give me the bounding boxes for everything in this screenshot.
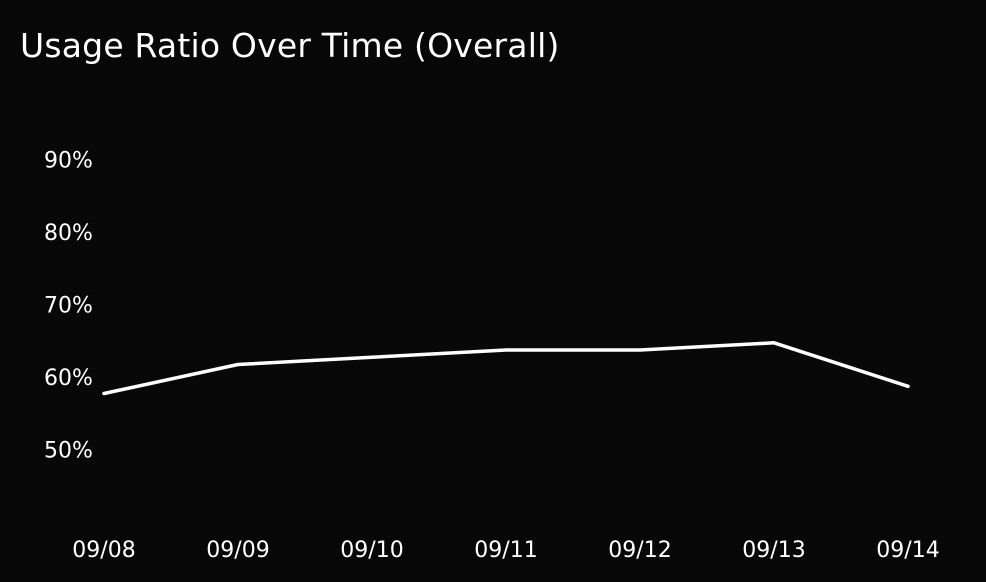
x-tick-label: 09/09 <box>206 538 269 563</box>
data-point <box>906 384 910 388</box>
series-layer <box>102 341 910 396</box>
data-point <box>370 355 374 359</box>
x-tick-label: 09/10 <box>340 538 403 563</box>
data-point <box>102 391 106 396</box>
data-point <box>638 348 642 352</box>
y-tick-label: 60% <box>44 366 93 391</box>
y-tick-label: 70% <box>44 294 93 319</box>
y-tick-label: 50% <box>44 439 93 464</box>
y-tick-label: 80% <box>44 221 93 246</box>
x-tick-label: 09/08 <box>72 538 135 563</box>
chart-title: Usage Ratio Over Time (Overall) <box>20 26 560 65</box>
x-axis: 09/08 09/09 09/10 09/11 09/12 09/13 09/14 <box>72 538 939 563</box>
y-tick-label: 90% <box>44 149 93 174</box>
x-tick-label: 09/13 <box>742 538 805 563</box>
data-point <box>772 341 776 345</box>
data-point <box>236 362 240 367</box>
x-tick-label: 09/14 <box>876 538 939 563</box>
data-point <box>504 348 508 352</box>
x-tick-label: 09/12 <box>608 538 671 563</box>
y-axis: 50% 60% 70% 80% 90% <box>44 149 93 464</box>
x-tick-label: 09/11 <box>474 538 537 563</box>
